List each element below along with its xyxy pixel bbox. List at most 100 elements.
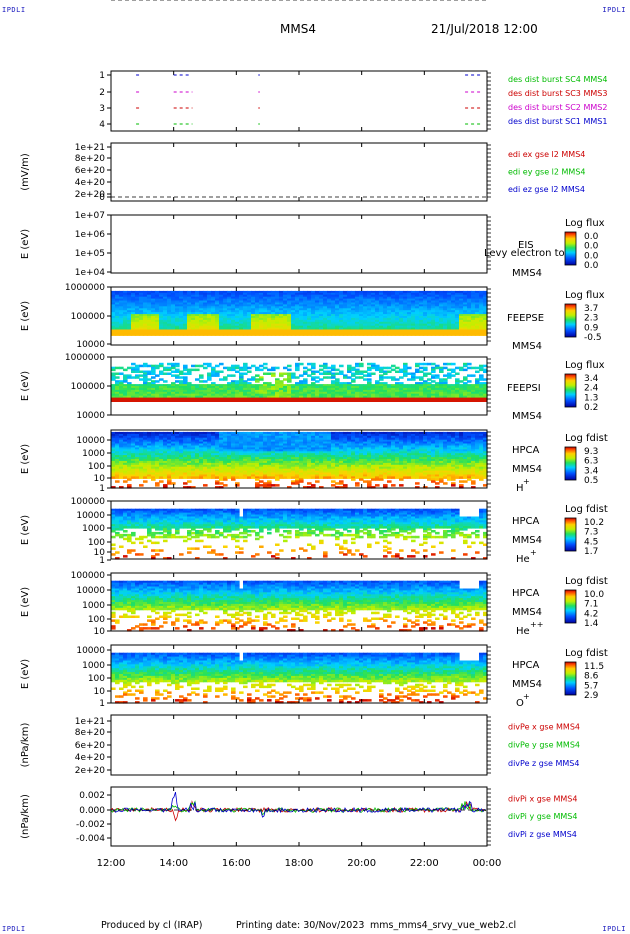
spectrogram-cell — [403, 397, 408, 401]
spectrogram-cell — [295, 451, 300, 454]
instrument-label: FEEPSI — [507, 383, 541, 394]
spectrogram-cell — [311, 304, 316, 307]
spectrogram-cell — [123, 474, 128, 477]
spectrogram-cell — [227, 399, 232, 402]
spectrogram-cell — [303, 372, 308, 375]
spectrogram-cell — [483, 294, 488, 298]
y-axis-label: E (eV) — [20, 229, 31, 259]
spectrogram-cell — [227, 304, 232, 307]
spectrogram-cell — [219, 451, 224, 454]
spectrogram-cell — [351, 323, 356, 327]
spectrogram-cell — [119, 314, 124, 317]
spectrogram-cell — [323, 391, 328, 395]
spectrogram-cell — [119, 312, 124, 315]
spectrogram-cell — [155, 455, 160, 458]
spectrogram-cell — [171, 460, 176, 464]
spectrogram-cell — [459, 327, 464, 331]
spectrogram-cell — [419, 386, 424, 389]
spectrogram-cell — [371, 329, 376, 332]
spectrogram-cell — [339, 290, 344, 294]
spectrogram-cell — [139, 325, 144, 329]
spectrogram-cell — [203, 294, 208, 298]
spectrogram-cell — [311, 319, 316, 323]
spectrogram-cell — [387, 292, 392, 296]
spectrogram-cell — [387, 319, 392, 323]
spectrogram-cell — [191, 476, 196, 479]
spectrogram-cell — [331, 298, 336, 302]
spectrogram-cell — [163, 380, 168, 383]
spectrogram-cell — [115, 453, 120, 456]
spectrogram-cell — [299, 395, 304, 399]
spectrogram-cell — [459, 321, 464, 325]
spectrogram-cell — [431, 370, 436, 373]
spectrogram-cell — [143, 304, 148, 307]
spectrogram-cell — [155, 397, 160, 401]
spectrogram-cell — [111, 323, 116, 327]
spectrogram-cell — [447, 302, 452, 305]
spectrogram-cell — [239, 325, 244, 329]
spectrogram-cell — [155, 439, 160, 443]
spectrogram-cell — [227, 290, 232, 294]
spectrogram-cell — [467, 380, 472, 383]
spectrogram-cell — [439, 384, 444, 387]
spectrogram-cell — [311, 290, 316, 294]
spectrogram-cell — [359, 296, 364, 300]
spectrogram-cell — [435, 308, 440, 311]
spectrogram-cell — [451, 395, 456, 399]
spectrogram-cell — [131, 366, 136, 370]
spectrogram-cell — [211, 370, 216, 373]
spectrogram-cell — [263, 460, 268, 464]
spectrogram-cell — [219, 476, 224, 479]
spectrogram-cell — [379, 317, 384, 321]
y-tick-label: 1 — [99, 71, 105, 81]
spectrogram-cell — [319, 391, 324, 395]
spectrogram-cell — [299, 397, 304, 401]
spectrogram-cell — [291, 459, 296, 462]
spectrogram-cell — [219, 302, 224, 305]
spectrogram-cell — [335, 380, 340, 383]
spectrogram-cell — [391, 331, 396, 334]
spectrogram-cell — [263, 397, 268, 401]
spectrogram-cell — [147, 314, 152, 317]
spectrogram-cell — [407, 294, 412, 298]
spectrogram-cell — [395, 325, 400, 329]
spectrogram-cell — [175, 384, 180, 387]
spectrogram-cell — [239, 312, 244, 315]
spectrogram-cell — [391, 378, 396, 381]
spectrogram-cell — [187, 462, 192, 466]
spectrogram-cell — [211, 368, 216, 372]
spectrogram-cell — [299, 460, 304, 464]
spectrogram-cell — [155, 384, 160, 387]
spectrogram-cell — [455, 323, 460, 327]
spectrogram-cell — [143, 387, 148, 391]
spectrogram-cell — [271, 312, 276, 315]
spectrogram-cell — [227, 460, 232, 464]
spectrogram-cell — [211, 331, 216, 334]
spectrogram-cell — [327, 317, 332, 321]
spectrogram-cell — [347, 382, 352, 385]
spectrogram-cell — [363, 327, 368, 331]
spectrogram-cell — [291, 329, 296, 332]
spectrogram-cell — [187, 480, 192, 483]
spectrogram-cell — [291, 389, 296, 393]
spectrogram-cell — [419, 321, 424, 325]
spectrogram-cell — [379, 370, 384, 373]
spectrogram-cell — [451, 333, 456, 336]
spectrogram-cell — [379, 304, 384, 307]
spectrogram-cell — [483, 308, 488, 311]
spectrogram-cell — [135, 468, 140, 472]
spectrogram-cell — [223, 304, 228, 307]
spectrogram-cell — [175, 294, 180, 298]
spectrogram-cell — [219, 462, 224, 466]
spectrogram-cell — [295, 399, 300, 402]
spectrogram-cell — [419, 333, 424, 336]
spectrogram-cell — [231, 319, 236, 323]
spectrogram-cell — [271, 393, 276, 397]
spectrogram-cell — [119, 308, 124, 311]
spectrogram-cell — [323, 329, 328, 332]
spectrogram-cell — [119, 435, 124, 439]
spectrogram-cell — [391, 298, 396, 302]
spectrogram-cell — [363, 319, 368, 323]
